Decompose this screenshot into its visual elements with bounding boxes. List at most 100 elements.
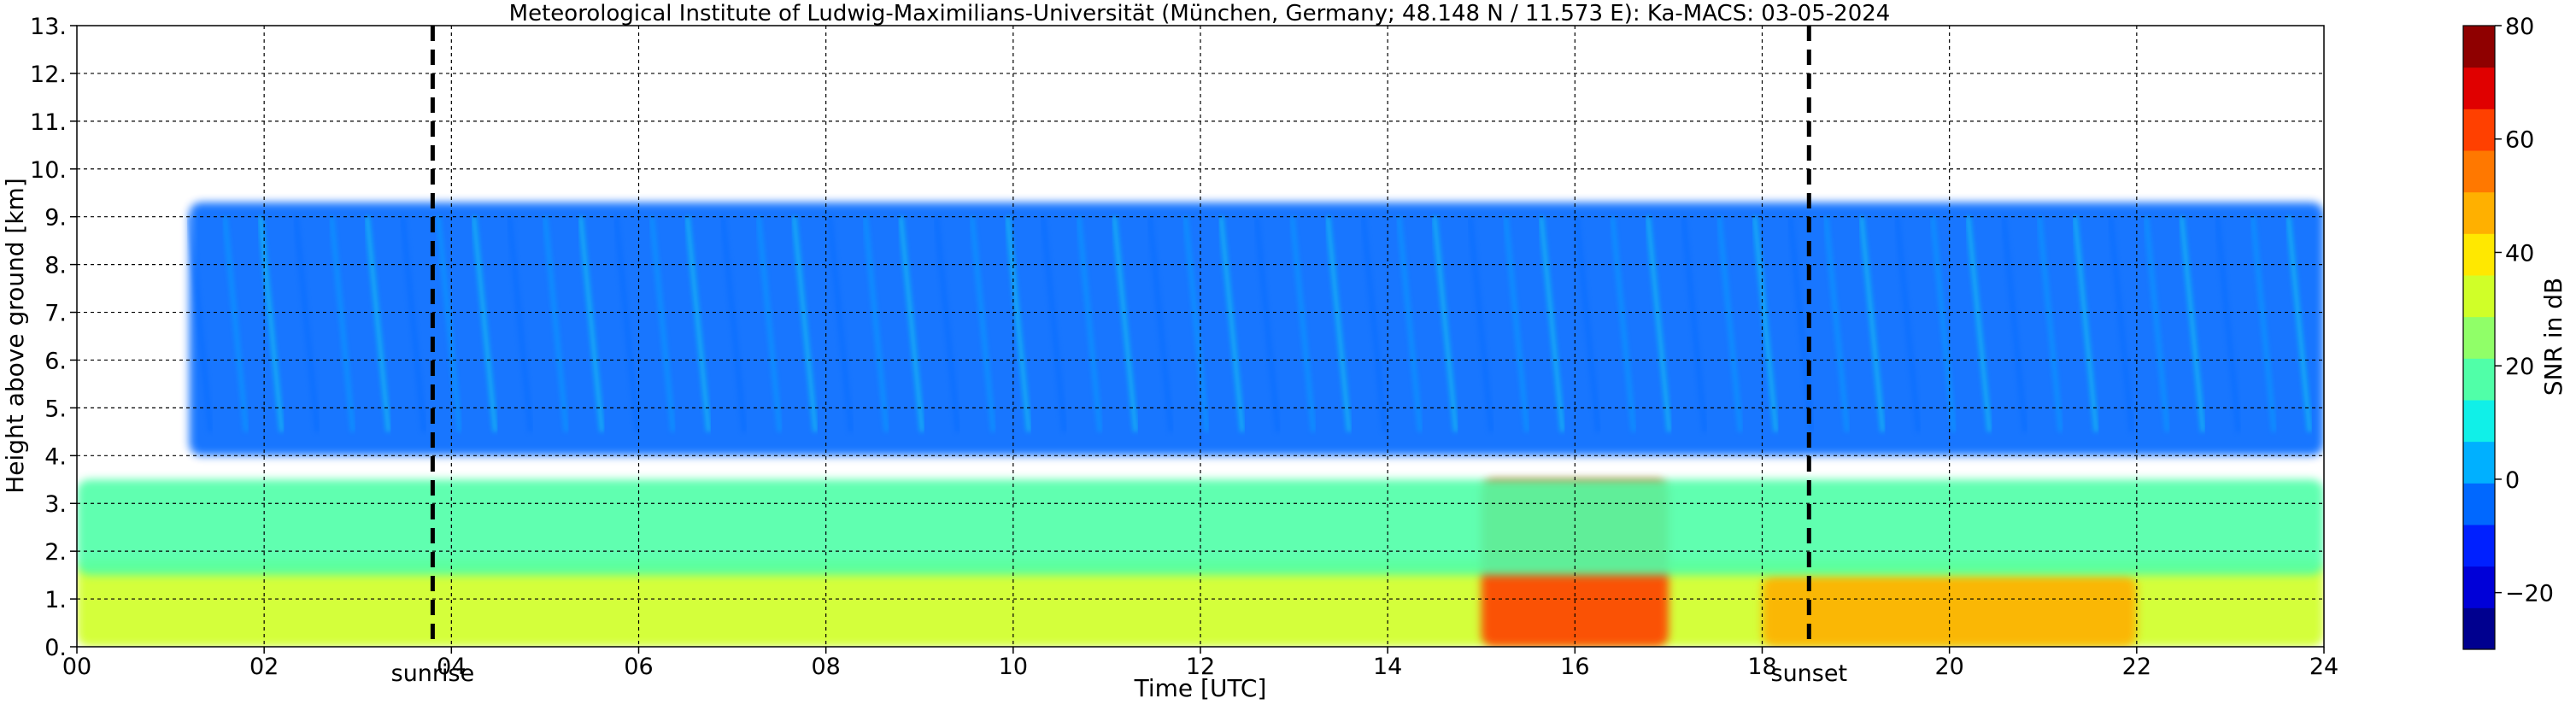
echo-streak [1610,216,1636,432]
echo-streak [1147,216,1174,432]
echo-streak [222,216,249,432]
echo-streak [1503,216,1529,432]
echo-streak [1930,216,1957,432]
x-tick-label: 12 [1186,654,1215,680]
x-axis-label: Time [UTC] [1134,674,1267,702]
colorbar-segment [2463,191,2495,234]
y-tick-label: 1. [44,587,67,613]
colorbar-segment [2463,483,2495,525]
colorbar-segment [2463,566,2495,608]
echo-streak [543,216,569,432]
sunset-label: sunset [1771,660,1848,687]
colorbar-segment [2463,607,2495,650]
colorbar-segment [2463,441,2495,484]
colorbar: 80 60 40 20 0 −20 [2462,14,2554,650]
echo-streak [1539,216,1565,432]
echo-streak [1432,216,1458,432]
echo-streak [2250,216,2277,432]
echo-streak [329,216,355,432]
echo-streak [1894,216,1921,432]
echo-streak [187,216,213,432]
echo-streak [472,216,498,432]
x-tick-label: 14 [1373,654,1402,680]
echo-streak [1289,216,1316,432]
y-tick-label: 4. [44,443,67,470]
echo-region [189,202,2324,456]
echo-streak [684,216,711,432]
echo-streak [1752,216,1779,432]
echo-streak [578,216,605,432]
colorbar-segment [2463,26,2495,68]
x-axis: 00 02 04 06 08 10 12 14 16 18 20 22 24 [62,647,2338,680]
echo-streak [1966,216,1992,432]
colorbar-tick-label: 0 [2505,467,2520,494]
colorbar-label: SNR in dB [2539,278,2567,396]
x-tick-label: 02 [249,654,279,680]
colorbar-segment [2463,316,2495,359]
echo-streak [1077,216,1103,432]
x-tick-label: 20 [1934,654,1963,680]
echo-streak [1681,216,1707,432]
y-tick-label: 3. [44,491,67,518]
echo-streak [1325,216,1352,432]
colorbar-segment [2463,525,2495,567]
echo-streak [791,216,818,432]
x-tick-label: 10 [999,654,1028,680]
echo-streak [613,216,640,432]
echo-streak [934,216,960,432]
echo-streak [970,216,996,432]
echo-streak [2108,216,2134,432]
colorbar-segment [2463,233,2495,276]
colorbar-segment [2463,109,2495,151]
echo-streak [1716,216,1743,432]
sunrise-label: sunrise [391,660,475,687]
echo-streak [1005,216,1031,432]
echo-streak [436,216,462,432]
y-axis: 0. 1. 2. 3. 4. 5. 6. 7. 8. 9. 10. 11. 12. 13. [30,14,77,661]
echo-streak [1468,216,1494,432]
echo-streak [863,216,889,432]
echo-streak [898,216,924,432]
colorbar-tick-label: 80 [2505,14,2534,40]
echo-streak [1254,216,1281,432]
sun-markers: sunrise sunset [391,26,1847,687]
y-tick-label: 8. [44,253,67,279]
echo-streak [1112,216,1138,432]
colorbar-tick-label: 40 [2505,240,2534,267]
echo-streak [720,216,747,432]
y-tick-label: 2. [44,539,67,566]
colorbar-segment [2463,275,2495,318]
y-tick-label: 13. [30,14,67,40]
echo-streak [2073,216,2098,432]
echo-streak [649,216,676,432]
y-tick-label: 7. [44,301,67,327]
echo-region [1762,575,2137,647]
colorbar-tick-label: 60 [2505,127,2534,154]
colorbar-segment [2463,67,2495,109]
echo-streak [2001,216,2027,432]
echo-streak [2215,216,2241,432]
echo-streak [1218,216,1245,432]
echo-streak [1041,216,1067,432]
echo-streak [1182,216,1209,432]
echo-streak [400,216,426,432]
echo-streak [293,216,320,432]
y-tick-label: 10. [30,157,67,184]
echo-streak [2037,216,2063,432]
x-tick-label: 06 [624,654,653,680]
echo-streak [2286,216,2312,432]
echo-streak [2144,216,2170,432]
chart-title: Meteorological Institute of Ludwig-Maxim… [509,1,1891,26]
x-tick-label: 18 [1747,654,1776,680]
echo-streak [756,216,783,432]
echo-streak [1859,216,1886,432]
colorbar-frame [2462,25,2496,650]
x-tick-label: 04 [437,654,466,680]
echo-streak [1396,216,1423,432]
y-tick-label: 11. [30,109,67,136]
grid [77,26,2324,647]
x-tick-label: 24 [2309,654,2338,680]
x-tick-label: 16 [1560,654,1589,680]
y-tick-label: 6. [44,348,67,374]
echo-streak [507,216,533,432]
